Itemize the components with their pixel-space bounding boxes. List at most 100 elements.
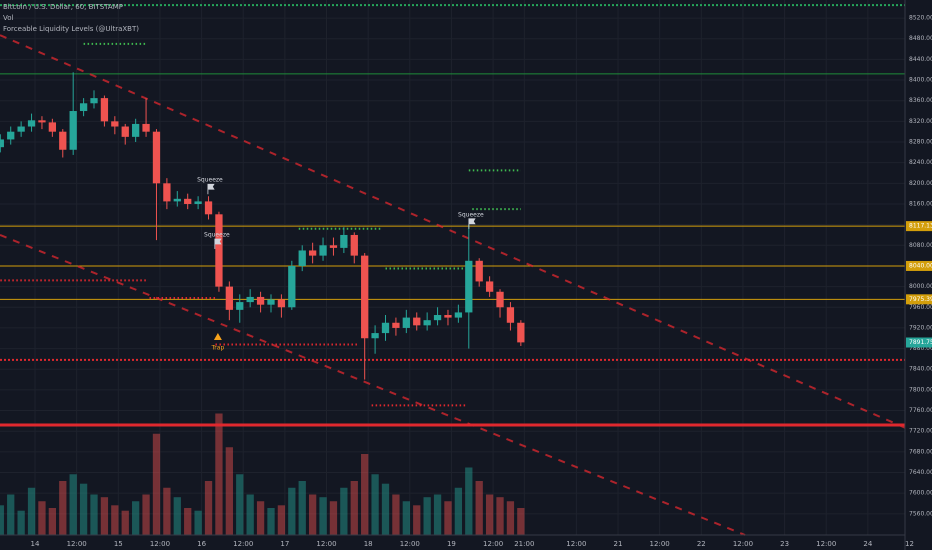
candle-body [7,131,15,140]
flag-icon [468,218,476,229]
x-tick-label: 12:00 [67,540,87,548]
y-tick-label: 8520.00 [909,15,932,22]
y-tick-label: 7680.00 [909,448,932,455]
y-tick-label: 8440.00 [909,56,932,63]
price-label: 8117.13 [909,223,932,230]
volume-bar [506,501,515,535]
candle-body [142,123,150,132]
candle-body [59,131,67,150]
volume-bar [465,467,473,535]
candle-body [256,296,265,305]
volume-bar [496,497,504,535]
volume-bar [7,494,15,535]
y-tick-label: 7800.00 [909,386,932,393]
candle-body [444,315,452,318]
volume-bar [236,474,244,535]
volume-bar [59,481,67,535]
volume-bar [246,494,254,535]
volume-bar [215,413,223,535]
volume-bar [204,481,213,535]
volume-bar [298,481,306,535]
annotation-label: Trap [211,345,225,352]
y-tick-label: 8080.00 [909,242,932,249]
x-tick-label: 12:00 [150,540,170,548]
candle-body [204,201,213,215]
price-axis [905,0,932,550]
volume-bar [121,510,129,535]
y-tick-label: 8000.00 [909,283,932,290]
candle-body [454,312,463,318]
candle-body [48,122,57,132]
candle-body [69,111,77,150]
candle-body [465,260,473,313]
volume-bar [163,487,171,535]
x-tick-label: 12 [905,540,914,548]
volume-bar [392,494,400,535]
candle-body [194,201,202,204]
candle-body [100,98,109,122]
annotation-label: Squeeze [204,231,230,238]
volume-bar [444,501,452,535]
y-tick-label: 8480.00 [909,35,932,42]
volume-bar [517,508,525,535]
volume-bar [132,501,140,535]
price-label-box [906,221,932,232]
volume-bar [319,497,327,535]
y-tick-label: 8320.00 [909,118,932,125]
candle-body [90,98,98,104]
y-tick-label: 7840.00 [909,366,932,373]
candle-body [215,214,223,287]
price-label-box [906,337,932,348]
candle-body [361,255,369,339]
candle-body [17,126,25,132]
volume-bar [38,501,46,535]
candle-body [111,121,119,127]
volume-bar [433,494,442,535]
x-tick-label: 21 [614,540,623,548]
volume-bar [340,487,348,535]
volume-bar [371,474,379,535]
price-label-box [906,260,932,271]
x-tick-label: 12:00 [233,540,253,548]
annotation-label: Squeeze [197,177,223,184]
volume-bar [267,508,275,535]
legend-indicator: Forceable Liquidity Levels (@UltraXBT) [3,25,139,33]
flag-icon [214,238,222,249]
x-tick-label: 12:00 [316,540,336,548]
x-tick-label: 12:00 [400,540,420,548]
volume-bar [100,497,109,535]
x-tick-label: 14 [31,540,40,548]
y-tick-label: 7600.00 [909,490,932,497]
price-label-box [906,294,932,305]
legend-vol: Vol [3,14,14,22]
volume-bar [361,454,369,535]
candle-body [38,120,46,123]
candle-body [319,245,327,256]
x-tick-label: 18 [364,540,373,548]
candle-body [184,198,192,204]
volume-bar [381,483,390,535]
candle-body [236,302,244,310]
volume-bar [79,483,88,535]
y-tick-label: 7760.00 [909,407,932,414]
volume-bar [90,494,98,535]
candle-body [371,333,379,339]
y-tick-label: 7920.00 [909,324,932,331]
candle-body [121,126,129,137]
volume-bar [69,474,77,535]
volume-bar [173,497,181,535]
candle-body [152,131,161,184]
candle-body [27,120,36,127]
price-label: 7891.75 [909,339,932,346]
volume-bar [142,494,150,535]
candle-body [506,307,515,323]
candle-body [496,291,504,308]
candle-body [298,250,306,266]
volume-bar [329,501,338,535]
candle-body [475,260,483,282]
y-tick-label: 8280.00 [909,139,932,146]
volume-bar [423,497,431,535]
y-tick-label: 7640.00 [909,469,932,476]
y-tick-label: 8160.00 [909,200,932,207]
candle-body [485,281,494,292]
